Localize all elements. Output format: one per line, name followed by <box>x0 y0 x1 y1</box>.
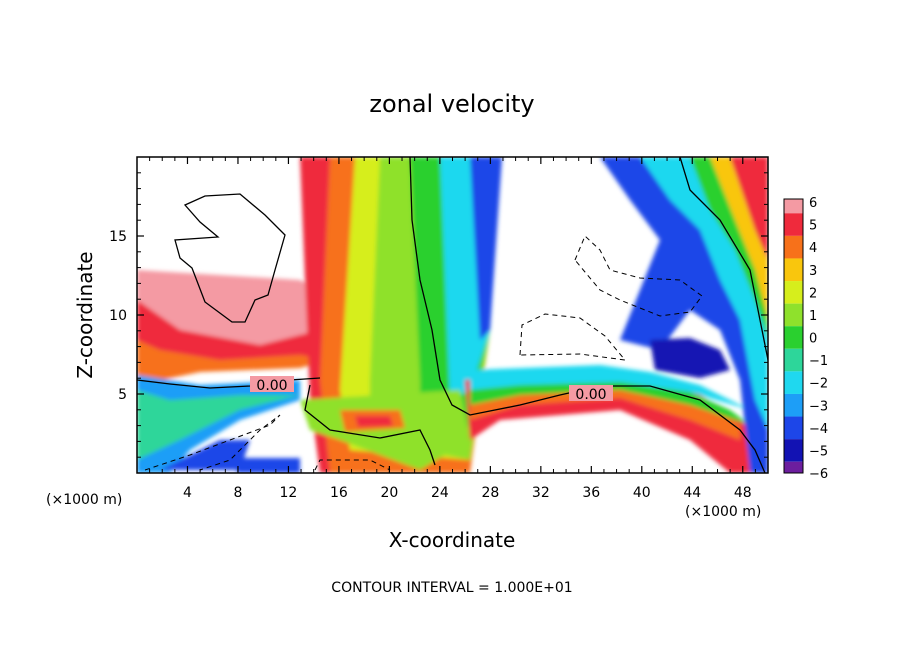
colorbar-swatch <box>784 235 803 259</box>
colorbar-label: 1 <box>809 309 817 324</box>
x-unit-right: (×1000 m) <box>685 504 761 520</box>
x-tick-label: 44 <box>683 485 701 501</box>
colorbar-label: −2 <box>809 377 828 392</box>
colorbar-swatch <box>784 461 803 473</box>
colorbar-label: 6 <box>809 196 817 211</box>
y-tick-label: 5 <box>118 387 127 403</box>
x-tick-label: 36 <box>582 485 600 501</box>
colorbar-label: −4 <box>809 422 828 437</box>
colorbar-label: 3 <box>809 264 817 279</box>
colorbar-swatch <box>784 439 803 462</box>
colorbar-label: 4 <box>809 241 817 256</box>
contour-label: 0.00 <box>575 387 606 403</box>
x-tick-label: 20 <box>380 485 398 501</box>
colorbar-swatch <box>784 416 803 440</box>
colorbar-swatch <box>784 303 803 327</box>
chart-title: zonal velocity <box>369 90 534 118</box>
colorbar-label: 5 <box>809 219 817 234</box>
x-tick-label: 24 <box>431 485 449 501</box>
colorbar-swatch <box>784 326 803 349</box>
y-axis-ticks: 5 10 15 <box>109 172 768 458</box>
colorbar-swatch <box>784 393 803 417</box>
x-tick-label: 12 <box>280 485 298 501</box>
x-axis-ticks: 4 8 12 16 20 24 28 32 36 40 44 48 <box>149 157 756 501</box>
y-tick-label: 10 <box>109 308 127 324</box>
colorbar-swatch <box>784 371 803 394</box>
x-tick-label: 4 <box>183 485 192 501</box>
x-tick-label: 32 <box>532 485 550 501</box>
colorbar-label: 0 <box>809 332 817 347</box>
colorbar-label: −6 <box>809 467 828 482</box>
colorbar-label: −5 <box>809 444 828 459</box>
colorbar-label: −1 <box>809 354 828 369</box>
colorbar-label: −3 <box>809 399 828 414</box>
x-tick-label: 16 <box>330 485 348 501</box>
x-tick-label: 28 <box>481 485 499 501</box>
colorbar: 6 5 4 3 2 1 0 −1 −2 −3 −4 −5 −6 <box>783 196 828 482</box>
contour-interval: CONTOUR INTERVAL = 1.000E+01 <box>331 580 572 596</box>
colorbar-swatch <box>784 199 803 214</box>
colorbar-frame <box>783 198 804 474</box>
x-unit-left: (×1000 m) <box>46 492 122 508</box>
colorbar-swatch <box>784 348 803 372</box>
x-axis-label: X-coordinate <box>389 528 516 552</box>
y-axis-label: Z-coordinate <box>73 251 97 378</box>
y-tick-label: 15 <box>109 229 127 245</box>
colorbar-swatch <box>784 213 803 236</box>
x-tick-label: 40 <box>633 485 651 501</box>
colorbar-swatch <box>784 281 803 304</box>
x-tick-label: 8 <box>233 485 242 501</box>
velocity-field <box>137 157 768 473</box>
colorbar-label: 2 <box>809 286 817 301</box>
contour-label: 0.00 <box>256 378 287 394</box>
contour-labels: 0.00 0.00 <box>250 376 613 403</box>
x-tick-label: 48 <box>734 485 752 501</box>
colorbar-swatch <box>784 258 803 282</box>
